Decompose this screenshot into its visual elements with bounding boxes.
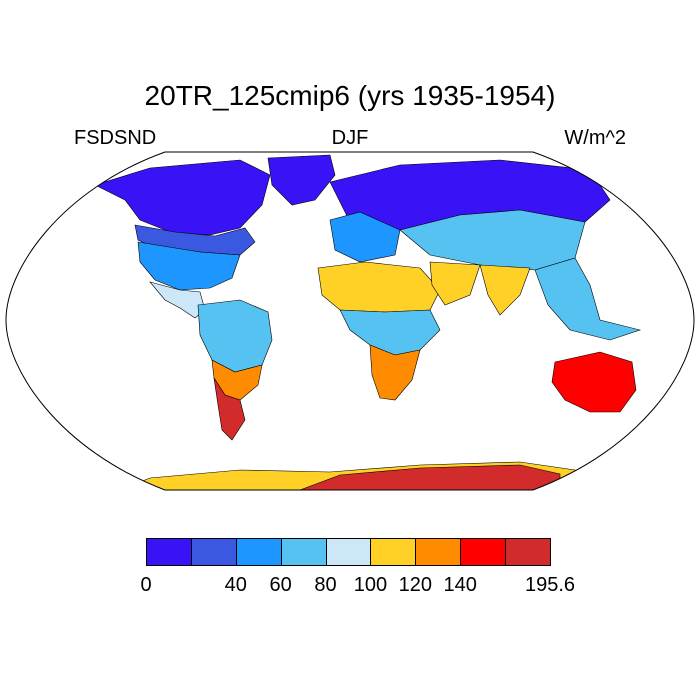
region-south-america-north: [197, 299, 273, 373]
colorbar-tick-label: 60: [269, 574, 292, 596]
region-arabia: [429, 261, 481, 306]
region-india: [479, 264, 531, 316]
colorbar-box: [235, 538, 282, 566]
region-sahara: [317, 261, 441, 313]
region-europe: [329, 211, 401, 263]
colorbar-box: [415, 538, 462, 566]
colorbar-tick-label: 195.6: [524, 574, 576, 596]
colorbar-box: [505, 538, 551, 566]
region-patagonia: [213, 377, 246, 441]
colorbar-tick-label: 140: [443, 574, 477, 596]
globe-outline: [5, 151, 695, 491]
region-north-america-arctic: [94, 159, 271, 236]
colorbar-box: [146, 538, 192, 566]
units-label: W/m^2: [564, 127, 626, 149]
colorbar-box: [460, 538, 507, 566]
colorbar-tick-label: 0: [140, 574, 152, 596]
season-label: DJF: [331, 127, 369, 149]
region-usa: [137, 241, 241, 291]
variable-label: FSDSND: [74, 127, 157, 149]
colorbar-tick-label: 100: [353, 574, 388, 596]
region-australia: [551, 351, 637, 413]
map-fill-layer: [94, 154, 642, 490]
colorbar-tick-label: 80: [314, 574, 337, 596]
colorbar-box: [190, 538, 237, 566]
colorbar-tick-label: 40: [224, 574, 247, 596]
colorbar-tick-label: 120: [398, 574, 433, 596]
plot-title: 20TR_125cmip6 (yrs 1935-1954): [144, 80, 556, 111]
colorbar-box: [280, 538, 327, 566]
colorbar-box: [370, 538, 417, 566]
colorbar-box: [325, 538, 372, 566]
region-southeast-asia: [534, 257, 642, 341]
region-antarctica-interior: [299, 464, 561, 490]
region-southern-africa: [369, 344, 421, 401]
region-greenland: [267, 154, 336, 206]
colorbar: [146, 538, 551, 568]
region-central-africa: [339, 309, 441, 356]
